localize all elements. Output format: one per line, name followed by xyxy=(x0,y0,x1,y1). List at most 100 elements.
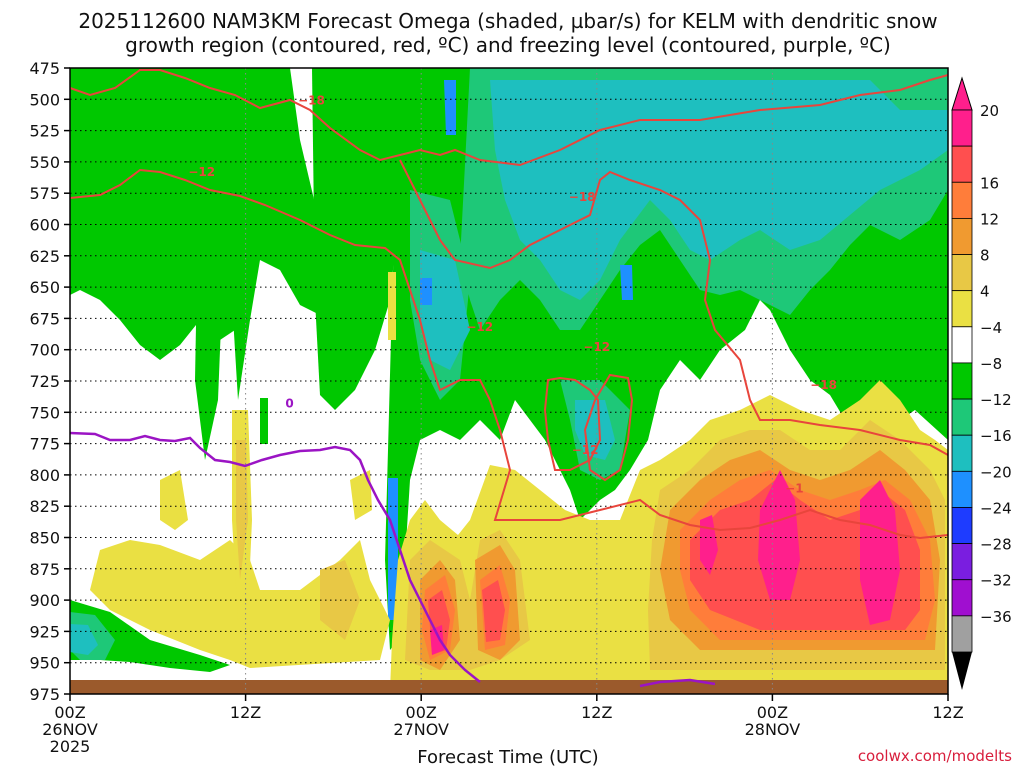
green-strip-a xyxy=(195,215,222,460)
colorbar-bin-11 xyxy=(951,507,973,545)
red-contour-right xyxy=(399,159,949,456)
y-tick-label-9: 700 xyxy=(29,341,60,360)
colorbar-label-12: −32 xyxy=(980,572,1012,590)
magenta-field-d xyxy=(430,625,444,655)
colorbar-label-8: −16 xyxy=(980,427,1012,445)
colorbar-bin-2 xyxy=(951,181,973,219)
colorbar-label-4: 4 xyxy=(980,283,990,301)
blue-fields-layer xyxy=(388,80,633,620)
contour-label-2: −18 xyxy=(569,190,596,204)
x-tick-label-1-0: 12Z xyxy=(230,703,261,722)
green-lower-left xyxy=(70,600,230,672)
colorbar-bin-0 xyxy=(951,109,973,147)
magenta-field-a xyxy=(758,470,800,600)
colorbar-top-cap xyxy=(951,76,973,111)
chart-title-line2: growth region (contoured, red, ºC) and f… xyxy=(125,33,891,57)
y-tick-label-15: 850 xyxy=(29,529,60,548)
cyan-field-mid xyxy=(420,250,470,370)
red-field-center-2 xyxy=(482,580,505,642)
colorbar-label-3: 8 xyxy=(980,247,990,265)
x-tick-label-0-0: 00Z xyxy=(54,703,85,722)
chart-title-line1: 2025112600 NAM3KM Forecast Omega (shaded… xyxy=(78,9,937,33)
y-tick-label-16: 875 xyxy=(29,560,60,579)
blue-field-b xyxy=(620,265,633,300)
x-tick-label-2-1: 27NOV xyxy=(393,720,449,739)
green-strip-b xyxy=(232,68,258,400)
magenta-field-b xyxy=(860,480,900,625)
colorbar-bin-12 xyxy=(951,543,973,581)
colorbar-bin-10 xyxy=(951,470,973,508)
yellow-field-upper-left xyxy=(160,470,188,530)
y-tick-label-10: 725 xyxy=(29,372,60,391)
y-tick-label-14: 825 xyxy=(29,497,60,516)
colorbar-label-9: −20 xyxy=(980,463,1012,481)
x-tick-label-3-0: 12Z xyxy=(581,703,612,722)
contour-label-7: −1 xyxy=(785,482,803,496)
red-contours xyxy=(69,69,949,540)
blue-field-a xyxy=(444,80,456,135)
red-contour-mid-ring xyxy=(543,376,602,471)
green-strip-d xyxy=(312,68,402,410)
purple-contours xyxy=(69,431,716,688)
x-axis-label: Forecast Time (UTC) xyxy=(417,747,598,768)
colorbar-label-7: −12 xyxy=(980,391,1012,409)
credit-text: coolwx.com/modelts xyxy=(858,747,1012,765)
cyan-field-low xyxy=(575,400,615,460)
colorbar-bin-14 xyxy=(951,615,973,653)
grid-layer xyxy=(69,67,949,695)
y-tick-label-0: 475 xyxy=(29,59,60,78)
y-tick-label-1: 500 xyxy=(29,90,60,109)
colorbar-label-11: −28 xyxy=(980,536,1012,554)
red-contour-middle xyxy=(69,168,949,540)
contour-label-4: −12 xyxy=(583,340,610,354)
yellow-field-patch xyxy=(350,470,372,520)
y-tick-label-2: 525 xyxy=(29,122,60,141)
blue-field-d xyxy=(388,478,398,620)
y-axis: 475 500 525 550 575 600 625 650 675 700 725 750 775 8… xyxy=(29,59,70,704)
contour-label-8: 0 xyxy=(285,397,293,411)
colorbar-label-2: 12 xyxy=(980,210,999,228)
blue-field-c xyxy=(420,278,432,305)
y-tick-label-13: 800 xyxy=(29,466,60,485)
colorbar-label-6: −8 xyxy=(980,355,1002,373)
cyan-field-upper xyxy=(490,80,948,300)
colorbar-bin-5 xyxy=(951,290,973,328)
y-tick-label-12: 775 xyxy=(29,435,60,454)
x-tick-label-2-0: 00Z xyxy=(406,703,437,722)
colorbar-bin-9 xyxy=(951,434,973,472)
yellow-field-thin xyxy=(388,272,396,340)
colorbar-bottom-cap xyxy=(952,652,972,690)
contour-label-6: −18 xyxy=(810,378,837,392)
colorbar-bin-13 xyxy=(951,579,973,617)
colorbar-label-10: −24 xyxy=(980,499,1012,517)
x-tick-label-4-0: 00Z xyxy=(757,703,788,722)
y-tick-label-5: 600 xyxy=(29,216,60,235)
green-strip-c xyxy=(260,398,268,444)
contour-label-layer: −18 −12 −18 −12 −12 −12 −18 −1 0 xyxy=(188,94,837,496)
y-tick-label-17: 900 xyxy=(29,591,60,610)
colorbar: 20 16 12 8 4 −4 −8 −12 −16 −20 −24 −28 −32 −36 xyxy=(951,76,1012,690)
x-tick-label-5-0: 12Z xyxy=(932,703,963,722)
contour-label-1: −12 xyxy=(188,165,215,179)
y-tick-label-6: 625 xyxy=(29,247,60,266)
y-tick-label-8: 675 xyxy=(29,309,60,328)
colorbar-bin-8 xyxy=(951,398,973,436)
magenta-field-c xyxy=(700,515,718,575)
x-tick-label-4-1: 28NOV xyxy=(745,720,801,739)
colorbar-bin-6 xyxy=(951,326,973,364)
freezing-level-contour xyxy=(69,431,481,683)
colorbar-bin-7 xyxy=(951,362,973,400)
y-tick-label-18: 925 xyxy=(29,622,60,641)
colorbar-bin-4 xyxy=(951,254,973,292)
magenta-fields-layer xyxy=(430,470,900,655)
red-contour-upper xyxy=(69,69,949,167)
colorbar-label-5: −4 xyxy=(980,319,1002,337)
y-tick-label-19: 950 xyxy=(29,654,60,673)
colorbar-label-1: 16 xyxy=(980,174,999,192)
red-contour-lower-ring xyxy=(583,373,634,482)
contour-label-5: −12 xyxy=(572,443,599,457)
x-tick-label-0-2: 2025 xyxy=(50,737,91,756)
x-tick-label-0-1: 26NOV xyxy=(42,720,98,739)
